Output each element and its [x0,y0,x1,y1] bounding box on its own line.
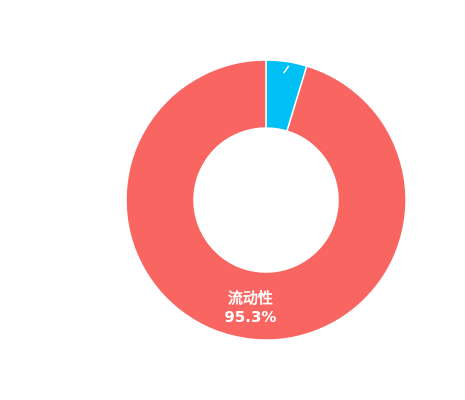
slices-layer [125,59,407,341]
small-slice-label-tick [282,65,290,74]
slice-label-value: 95.3% [224,308,276,326]
donut-slice-1[interactable] [125,59,407,341]
slice-label-name: 流动性 [228,289,273,307]
